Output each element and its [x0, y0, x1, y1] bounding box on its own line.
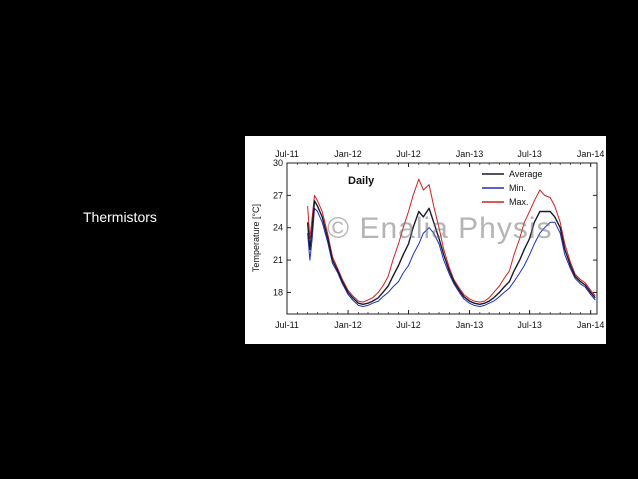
- x-tick-label-bottom: Jan-12: [334, 320, 362, 330]
- x-tick-label-top: Jul-12: [396, 149, 421, 159]
- legend-label: Min.: [509, 183, 526, 193]
- slide-label: Thermistors: [83, 209, 157, 225]
- x-tick-label-bottom: Jul-11: [275, 320, 299, 330]
- y-tick-label: 18: [273, 287, 283, 297]
- series-line-max: [307, 178, 596, 303]
- x-tick-label-top: Jan-12: [334, 149, 362, 159]
- x-tick-label-bottom: Jul-13: [517, 320, 542, 330]
- plot-frame: [286, 162, 598, 315]
- x-tick-label-bottom: Jan-13: [456, 320, 484, 330]
- legend-label: Average: [509, 169, 542, 179]
- chart-svg: Daily Temperature [°C] Jul-11 Jul-11 Jan-1…: [251, 149, 605, 330]
- y-axis-label: Temperature [°C]: [251, 204, 261, 272]
- temperature-chart: Daily Temperature [°C] Jul-11 Jul-11 Jan-1…: [245, 136, 606, 344]
- x-tick-label-bottom: Jan-14: [577, 320, 605, 330]
- x-tick-label-top: Jul-11: [275, 149, 299, 159]
- y-tick-label: 30: [273, 158, 283, 168]
- x-tick-label-top: Jul-13: [517, 149, 542, 159]
- y-tick-label: 27: [273, 190, 283, 200]
- chart-title: Daily: [348, 175, 375, 187]
- x-tick-label-top: Jan-13: [456, 149, 484, 159]
- x-tick-label-top: Jan-14: [577, 149, 605, 159]
- y-tick-label: 24: [273, 223, 283, 233]
- watermark-text: © Enalia Physis: [327, 212, 553, 245]
- series-line-min: [307, 207, 596, 307]
- y-tick-label: 21: [273, 255, 283, 265]
- series-line-average: [306, 200, 596, 306]
- x-tick-label-bottom: Jul-12: [396, 320, 421, 330]
- legend-label: Max.: [509, 197, 529, 207]
